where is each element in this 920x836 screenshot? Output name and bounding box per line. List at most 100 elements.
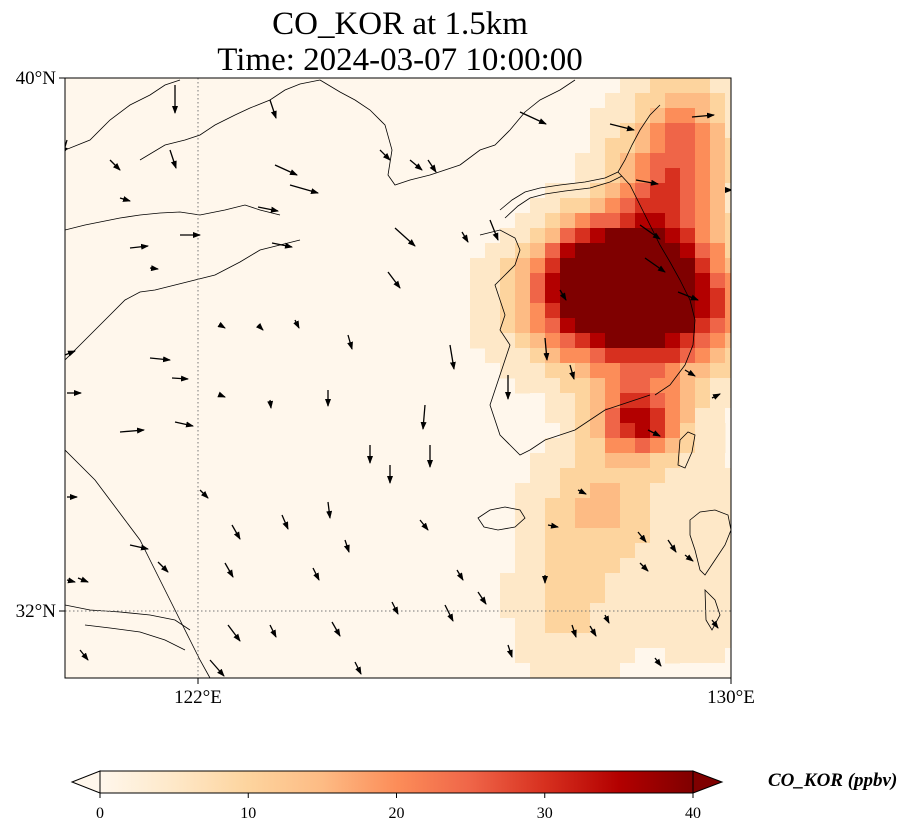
field-cell xyxy=(515,213,531,229)
map-title-line2: Time: 2024-03-07 10:00:00 xyxy=(217,42,583,78)
field-cell xyxy=(500,348,516,364)
field-cell xyxy=(680,153,696,169)
field-cell xyxy=(620,543,636,559)
field-cell xyxy=(635,588,651,604)
field-cell xyxy=(560,468,576,484)
field-cell xyxy=(545,468,561,484)
field-cell xyxy=(620,558,636,574)
field-cell xyxy=(605,93,621,109)
wind-vector xyxy=(603,614,610,624)
field-cell xyxy=(665,408,681,424)
field-cell xyxy=(545,258,561,274)
field-cell xyxy=(560,243,576,259)
wind-vector xyxy=(444,604,454,622)
field-cell xyxy=(545,543,561,559)
field-cell xyxy=(575,153,591,169)
field-cell xyxy=(605,258,621,274)
field-cell xyxy=(530,573,546,589)
field-cell xyxy=(680,303,696,319)
field-cell xyxy=(665,378,681,394)
field-cell xyxy=(650,543,666,559)
field-cell xyxy=(695,123,711,139)
field-cell xyxy=(530,558,546,574)
field-cell xyxy=(605,228,621,244)
field-cell xyxy=(680,378,696,394)
field-cell xyxy=(650,123,666,139)
field-cell xyxy=(500,243,516,259)
wind-vector xyxy=(420,404,427,430)
field-cell xyxy=(605,168,621,184)
field-cell xyxy=(545,558,561,574)
field-cell xyxy=(605,663,621,678)
field-cell xyxy=(725,228,731,244)
wind-vector xyxy=(449,344,456,370)
field-cell xyxy=(575,273,591,289)
wind-vector xyxy=(711,393,721,400)
field-cell xyxy=(620,468,636,484)
field-cell xyxy=(710,408,726,424)
field-cell xyxy=(590,513,606,529)
colorbar-tick-label: 10 xyxy=(240,805,257,822)
wind-vector xyxy=(387,271,401,289)
field-cell xyxy=(575,348,591,364)
field-cell xyxy=(620,78,636,94)
field-cell xyxy=(605,108,621,124)
field-cell xyxy=(545,663,561,678)
field-cell xyxy=(635,543,651,559)
field-cell xyxy=(605,288,621,304)
field-cell xyxy=(635,228,651,244)
field-cell xyxy=(695,498,711,514)
field-cell xyxy=(665,588,681,604)
wind-vector xyxy=(149,356,171,363)
field-cell xyxy=(575,483,591,499)
field-cell xyxy=(680,168,696,184)
field-cell xyxy=(635,648,651,664)
field-cell xyxy=(560,498,576,514)
field-cell xyxy=(710,348,726,364)
field-cell xyxy=(695,198,711,214)
field-cell xyxy=(725,498,731,514)
wind-vector xyxy=(174,421,194,428)
field-cell xyxy=(695,558,711,574)
field-cell xyxy=(695,243,711,259)
wind-vector xyxy=(119,196,131,202)
field-cell xyxy=(500,558,516,574)
field-cell xyxy=(710,138,726,154)
field-cell xyxy=(530,393,546,409)
field-cell xyxy=(680,183,696,199)
field-cell xyxy=(710,363,726,379)
field-cell xyxy=(530,228,546,244)
field-cell xyxy=(590,543,606,559)
wind-vector xyxy=(199,489,209,499)
field-cell xyxy=(605,153,621,169)
field-cell xyxy=(635,618,651,634)
field-cell xyxy=(560,333,576,349)
field-cell xyxy=(575,618,591,634)
field-cell xyxy=(710,228,726,244)
field-cell xyxy=(710,288,726,304)
field-cell xyxy=(725,408,731,424)
field-cell xyxy=(590,558,606,574)
wind-vector xyxy=(419,519,429,531)
field-cell xyxy=(605,363,621,379)
field-cell xyxy=(560,213,576,229)
field-cell xyxy=(725,123,731,139)
field-cell xyxy=(680,108,696,124)
field-cell xyxy=(545,228,561,244)
field-cell xyxy=(620,288,636,304)
field-cell xyxy=(710,528,726,544)
field-cell xyxy=(620,243,636,259)
field-cell xyxy=(695,93,711,109)
field-cell xyxy=(665,468,681,484)
field-cell xyxy=(650,423,666,439)
field-cell xyxy=(710,198,726,214)
field-cell xyxy=(695,168,711,184)
lon-tick-label-122: 122°E xyxy=(174,687,222,708)
field-cell xyxy=(710,258,726,274)
field-cell xyxy=(530,273,546,289)
field-cell xyxy=(665,138,681,154)
field-cell xyxy=(650,468,666,484)
field-cell xyxy=(545,273,561,289)
field-cell xyxy=(620,228,636,244)
field-cell xyxy=(635,333,651,349)
